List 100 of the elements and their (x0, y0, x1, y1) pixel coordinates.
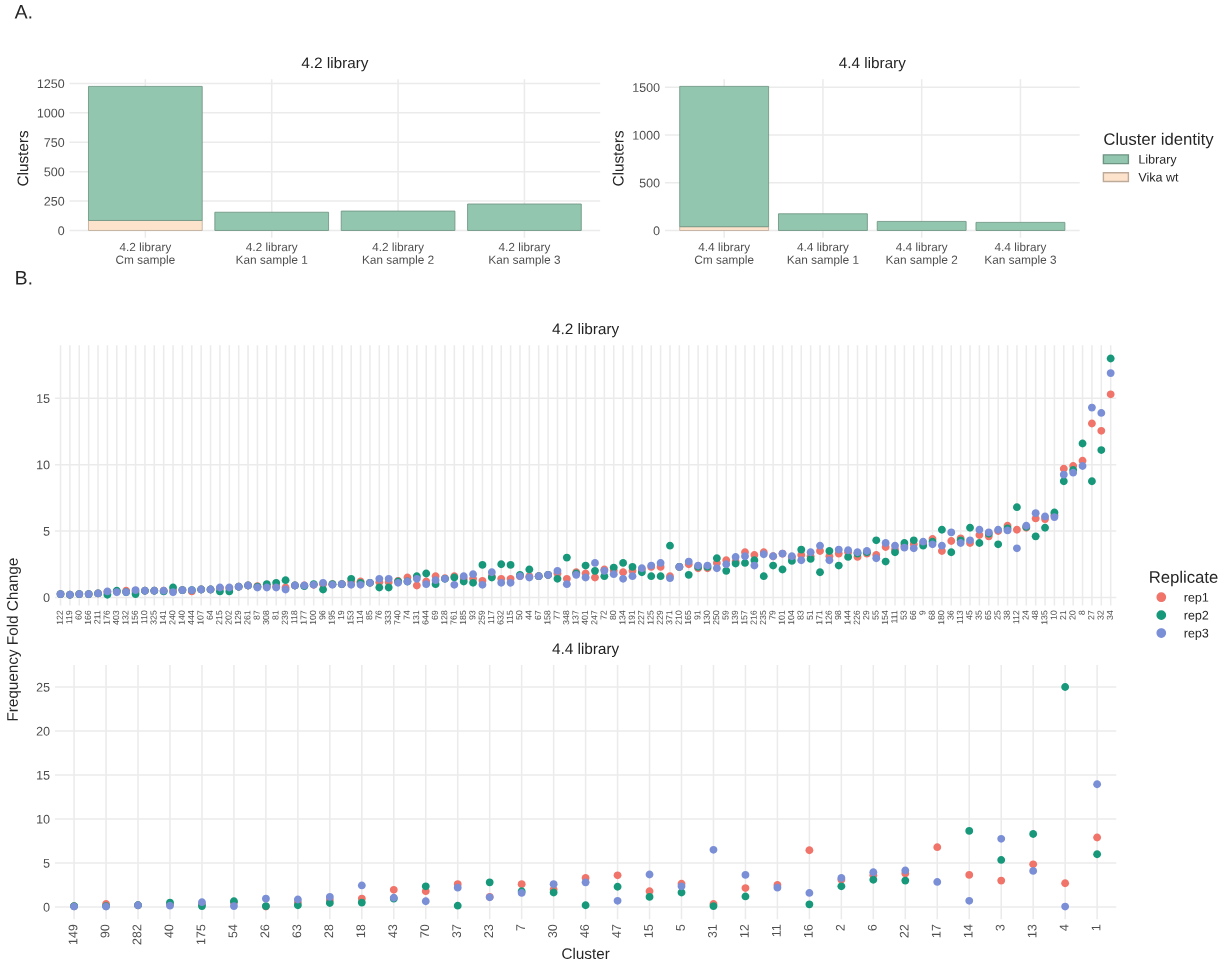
point (1029, 867, 1038, 875)
x-tick-label: 215 (216, 610, 223, 625)
x-tick-label: 644 (422, 610, 429, 625)
y-tick-label: 750 (44, 138, 65, 147)
x-tick-label: 45 (966, 610, 973, 620)
x-tick-label: 156 (131, 610, 138, 625)
x-tick-label: 23 (484, 924, 494, 938)
x-tick-label: 191 (628, 610, 635, 625)
point (933, 878, 942, 886)
x-tick-label: 333 (384, 610, 392, 625)
point (709, 845, 718, 854)
y-tick-label: 20 (36, 726, 50, 736)
x-tick-label: 72 (600, 610, 607, 620)
y-tick-label: 5 (43, 858, 50, 868)
x-tick-label: 60 (75, 610, 82, 620)
y-tick-label: 500 (639, 178, 660, 188)
x-tick-label: 74 (403, 610, 410, 620)
x-tick-label: 87 (253, 610, 260, 620)
x-tick-label: 44 (525, 610, 532, 620)
x-tick-label: 119 (66, 610, 73, 624)
point (837, 882, 846, 891)
x-tick-label: 4.4 library Cm sample (694, 242, 754, 267)
x-tick-label: 740 (394, 610, 401, 625)
y-tick-label: 0 (58, 226, 65, 236)
x-tick-label: 2 (835, 924, 845, 931)
x-tick-label: 104 (788, 610, 795, 625)
x-tick-label: 69 (431, 610, 438, 620)
x-tick-label: 226 (853, 610, 860, 625)
x-tick-label: 93 (469, 610, 476, 620)
x-tick-label: 4.2 library Cm sample (116, 242, 175, 267)
x-tick-label: 4.4 library Kan sample 2 (886, 242, 958, 267)
x-tick-label: 111 (891, 610, 898, 623)
x-tick-label: 10 (1050, 610, 1057, 620)
bar (778, 213, 868, 231)
y-tick-label: 10 (37, 814, 50, 824)
y-axis-title: Frequency Fold Change (6, 558, 21, 721)
legend-label: Vika wt (1138, 172, 1179, 182)
point (869, 875, 878, 884)
x-tick-label: 19 (337, 610, 345, 620)
x-tick-label: 239 (281, 610, 288, 625)
x-tick-label: 166 (84, 610, 91, 625)
point (805, 900, 814, 909)
point (997, 834, 1006, 843)
point (549, 880, 558, 889)
x-tick-label: 348 (563, 610, 570, 625)
bar (214, 211, 329, 231)
point (1029, 830, 1038, 838)
x-tick-label: 137 (572, 610, 579, 625)
x-tick-label: 67 (534, 610, 542, 620)
point (997, 876, 1006, 885)
x-tick-label: 32 (1097, 610, 1104, 620)
x-tick-label: 325 (150, 610, 157, 625)
x-tick-label: 371 (666, 610, 673, 625)
x-tick-label: 7 (516, 924, 525, 931)
x-tick-label: 171 (816, 610, 823, 625)
x-tick-label: 27 (1088, 610, 1095, 620)
x-tick-label: 64 (206, 610, 213, 620)
point (1093, 780, 1102, 789)
x-tick-label: 180 (938, 610, 945, 625)
point (613, 896, 622, 905)
x-tick-label: 37 (452, 924, 462, 938)
x-tick-label: 158 (544, 610, 551, 625)
point (1061, 879, 1070, 888)
x-tick-label: 81 (272, 610, 279, 620)
point (613, 882, 622, 891)
y-tick-label: 250 (44, 196, 65, 206)
x-tick-label: 132 (122, 610, 129, 625)
x-tick-label: 122 (56, 610, 63, 625)
x-tick-label: 79 (769, 610, 776, 620)
x-tick-label: 250 (713, 610, 720, 625)
chart-title: 4.4 library (839, 57, 906, 72)
point (453, 901, 462, 910)
point (901, 876, 910, 885)
x-tick-label: 154 (881, 610, 888, 625)
bar (975, 221, 1066, 231)
x-tick-label: 53 (900, 610, 907, 620)
x-tick-label: 4.4 library Kan sample 3 (985, 242, 1057, 267)
x-tick-label: 3 (995, 924, 1005, 931)
x-tick-label: 308 (262, 610, 270, 625)
point (357, 898, 366, 907)
x-tick-label: 115 (506, 610, 513, 624)
x-tick-label: 282 (132, 924, 142, 945)
x-tick-label: 135 (1041, 610, 1048, 625)
x-tick-label: 59 (722, 610, 729, 620)
legend-label: rep2 (1184, 610, 1209, 623)
x-tick-label: 54 (228, 924, 238, 938)
point (997, 856, 1006, 864)
y-tick-label: 1000 (37, 108, 65, 118)
x-tick-label: 125 (647, 610, 654, 625)
x-tick-label: 65 (984, 610, 992, 620)
legend-label: Library (1139, 154, 1177, 167)
x-tick-label: 128 (441, 610, 448, 625)
point (805, 889, 814, 897)
x-tick-label: 40 (164, 924, 174, 938)
point (581, 878, 590, 887)
x-tick-label: 43 (388, 924, 398, 938)
y-tick-label: 0 (653, 226, 660, 236)
x-tick-label: 117 (488, 610, 495, 624)
x-tick-label: 8 (1078, 610, 1085, 615)
x-tick-label: 130 (703, 610, 710, 625)
